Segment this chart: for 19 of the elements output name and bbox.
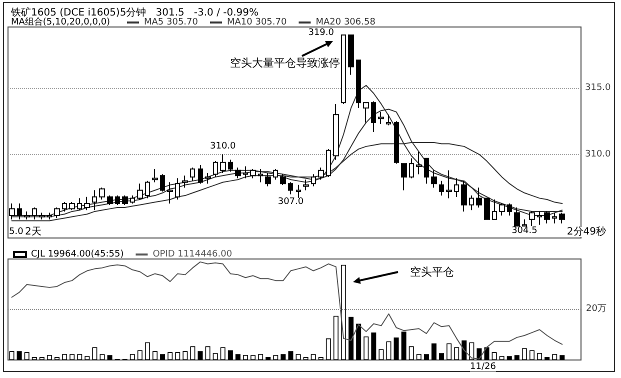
text: 2分49秒 [566,226,606,238]
annotation: 5.0 [9,227,24,237]
text: 11/26 [470,362,496,372]
annotation: 空头平仓 [410,266,454,278]
annotation: 310.0 [210,141,236,152]
legend-label: MA20 306.58 [316,18,376,28]
legend-label: MA10 305.70 [227,18,287,28]
annotation: 319.0 [308,28,334,38]
annotation: 2天 [25,226,42,238]
chart-title: 铁矿1605 (DCE i1605)5分钟 301.5 -3.0 / -0.99% [10,6,259,18]
ref-line-label: 20万 [586,304,606,314]
y-tick-label: 315.0 [585,83,612,94]
annotation: 304.5 [512,226,538,236]
legend-label: OPID 1114446.00 [152,250,232,260]
legend-label: CJL 19964.00(45:55) [31,250,124,260]
annotation: 空头大量平仓导致涨停 [230,56,340,70]
annotation: 307.0 [278,197,304,208]
legend-label: MA5 305.70 [144,18,198,28]
chart-subtitle: MA组合(5,10,20,0,0,0) [11,16,110,28]
